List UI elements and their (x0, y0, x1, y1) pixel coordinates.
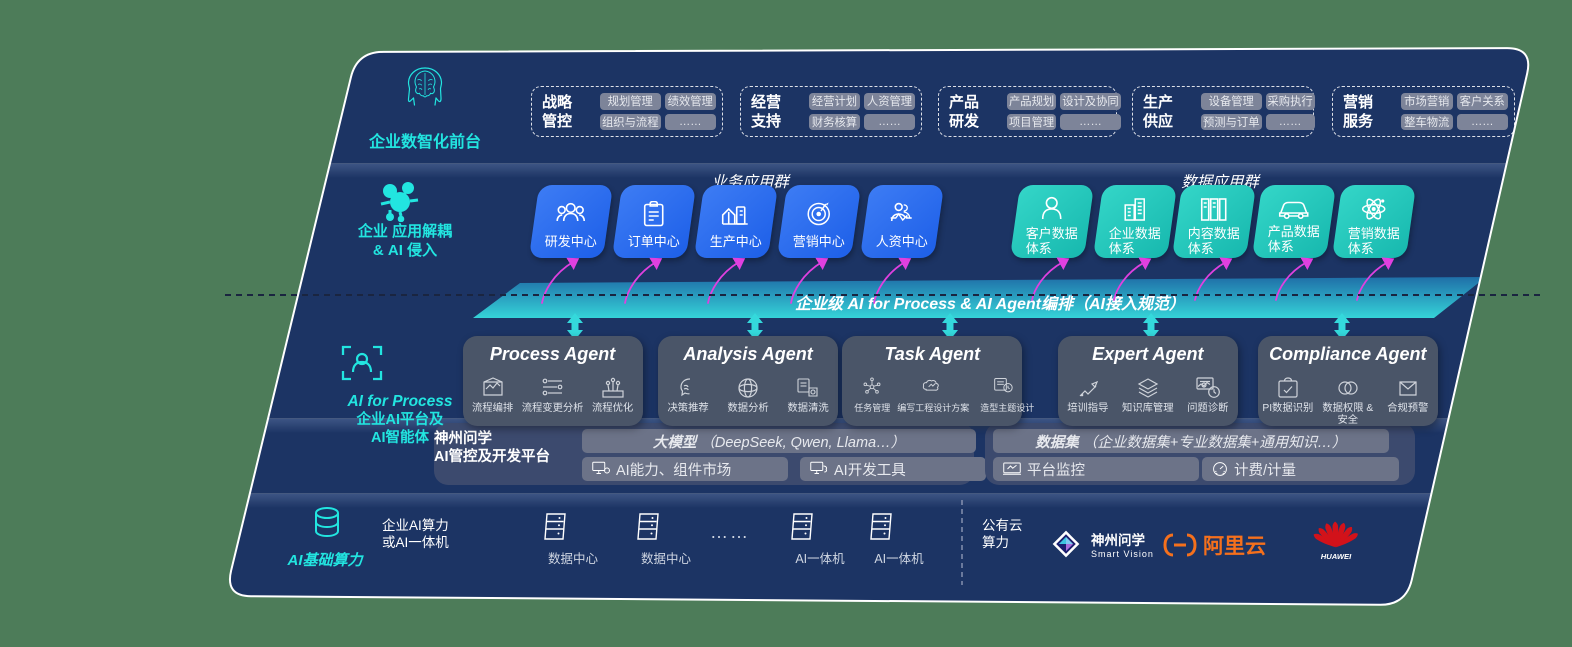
svg-text:HUAWEI: HUAWEI (1321, 552, 1352, 561)
